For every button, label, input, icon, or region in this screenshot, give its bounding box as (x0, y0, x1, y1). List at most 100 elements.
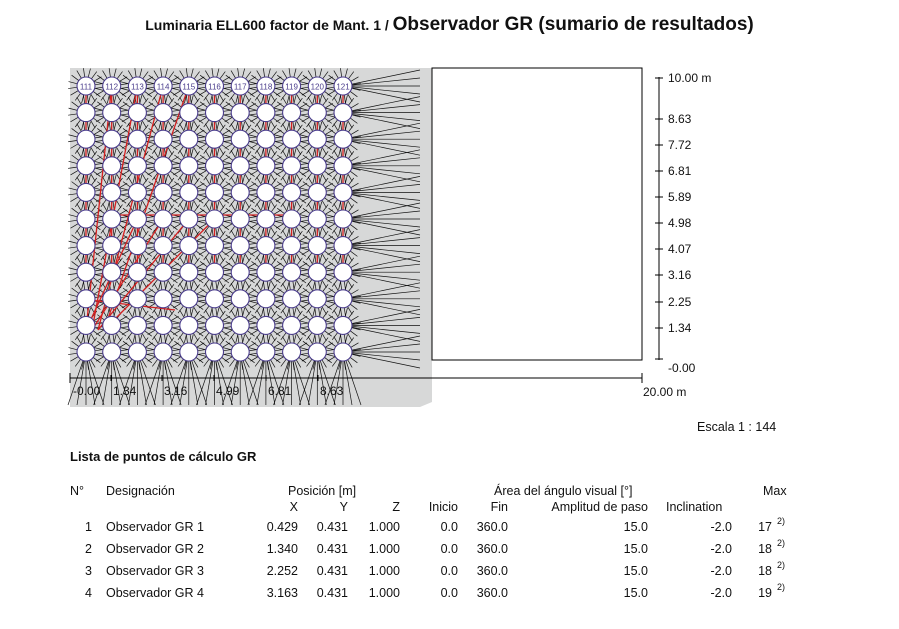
luminaire-marker (76, 342, 96, 362)
luminaire-marker (179, 262, 199, 282)
luminaire-marker (204, 342, 225, 362)
luminaire-marker (256, 103, 276, 123)
luminaire-marker (282, 182, 302, 202)
luminaire-marker (333, 76, 353, 96)
x-axis-end-label: 20.00 m (643, 385, 687, 399)
luminaire-label: 114 (157, 83, 170, 92)
row-x: 1.340 (266, 542, 298, 556)
luminaire-marker (179, 315, 199, 335)
y-axis-label: 2.25 (668, 295, 692, 309)
luminaire-marker (102, 262, 122, 282)
row-start: 0.0 (440, 586, 458, 600)
row-start: 0.0 (440, 520, 458, 534)
row-inclination: -2.0 (710, 564, 732, 578)
luminaire-area (70, 68, 432, 407)
x-axis-ticks (69, 375, 319, 381)
luminaire-marker (307, 289, 327, 309)
luminaire-marker (282, 236, 302, 256)
luminaire-marker (76, 156, 96, 176)
row-end: 360.0 (476, 586, 508, 600)
luminaire-label: 121 (336, 83, 350, 92)
luminaire-marker (179, 129, 199, 149)
row-inclination: -2.0 (710, 520, 732, 534)
y-axis-label: 10.00 m (668, 71, 712, 85)
header-no: N° (70, 484, 85, 498)
luminaire-marker (307, 182, 327, 202)
row-start: 0.0 (440, 564, 458, 578)
y-axis-label: 8.63 (668, 112, 692, 126)
luminaire-marker (282, 129, 302, 149)
luminaire-marker (256, 182, 276, 202)
luminaire-marker (230, 76, 250, 96)
header-end: Fin (490, 500, 508, 514)
luminaire-marker (333, 289, 353, 309)
row-max: 18 (758, 542, 772, 556)
luminaire-marker (333, 209, 353, 229)
luminaire-label: 119 (285, 83, 298, 92)
luminaire-marker (153, 289, 173, 309)
luminaire-marker (127, 342, 147, 362)
luminaire-marker (282, 315, 302, 335)
luminaire-marker (153, 156, 173, 176)
x-axis-label: 1.34 (113, 384, 137, 398)
luminaire-marker (256, 262, 276, 282)
luminaire-marker (204, 182, 225, 202)
row-note: 2) (777, 538, 786, 548)
luminaire-marker (179, 103, 199, 123)
luminaire-label: 117 (234, 83, 247, 92)
luminaire-marker (230, 129, 250, 149)
row-x: 0.429 (266, 520, 298, 534)
row-name: Observador GR 4 (106, 586, 204, 600)
title-observer: Observador GR (sumario de resultados) (392, 14, 754, 35)
luminaire-marker (256, 342, 276, 362)
luminaire-marker (256, 315, 276, 335)
luminaire-marker (153, 315, 173, 335)
luminaire-label: 113 (131, 83, 144, 92)
x-axis-label: 6.81 (268, 384, 292, 398)
row-step: 15.0 (623, 586, 648, 600)
luminaire-marker (179, 76, 199, 96)
row-y: 0.431 (316, 542, 348, 556)
luminaire-marker (76, 129, 96, 149)
luminaire-marker (282, 103, 302, 123)
luminaire-marker (230, 262, 250, 282)
luminaire-marker (204, 76, 225, 96)
luminaire-marker (307, 315, 327, 335)
header-y: Y (339, 500, 348, 514)
luminaire-marker (153, 103, 173, 123)
y-axis-label: 5.89 (668, 190, 692, 204)
luminaire-marker (127, 236, 147, 256)
row-name: Observador GR 3 (106, 564, 204, 578)
luminaire-marker (333, 129, 353, 149)
x-axis-label: -0.00 (73, 384, 101, 398)
y-axis-ticks (655, 77, 663, 360)
luminaire-label: 120 (311, 83, 325, 92)
luminaire-marker (256, 289, 276, 309)
y-axis-label: 4.07 (668, 242, 692, 256)
luminaire-marker (153, 262, 173, 282)
luminaire-marker (127, 103, 147, 123)
luminaire-marker (179, 236, 199, 256)
header-position: Posición [m] (288, 484, 357, 498)
luminaire-marker (204, 209, 225, 229)
header-max: Max (763, 484, 787, 498)
luminaire-marker (307, 209, 327, 229)
row-z: 1.000 (368, 564, 400, 578)
luminaire-marker (282, 156, 302, 176)
luminaire-marker (76, 182, 96, 202)
luminaire-marker (153, 182, 173, 202)
row-max: 19 (758, 586, 772, 600)
row-no: 1 (85, 520, 92, 534)
luminaire-marker (282, 209, 302, 229)
header-inclination: Inclination (666, 500, 723, 514)
row-note: 2) (777, 582, 786, 592)
x-axis-label: 4.99 (216, 384, 240, 398)
luminaire-marker (307, 156, 327, 176)
luminaire-marker (179, 342, 199, 362)
row-y: 0.431 (316, 586, 348, 600)
luminaire-marker (333, 236, 353, 256)
luminaire-marker (102, 209, 122, 229)
luminaire-marker (282, 289, 302, 309)
luminaire-marker (76, 262, 96, 282)
